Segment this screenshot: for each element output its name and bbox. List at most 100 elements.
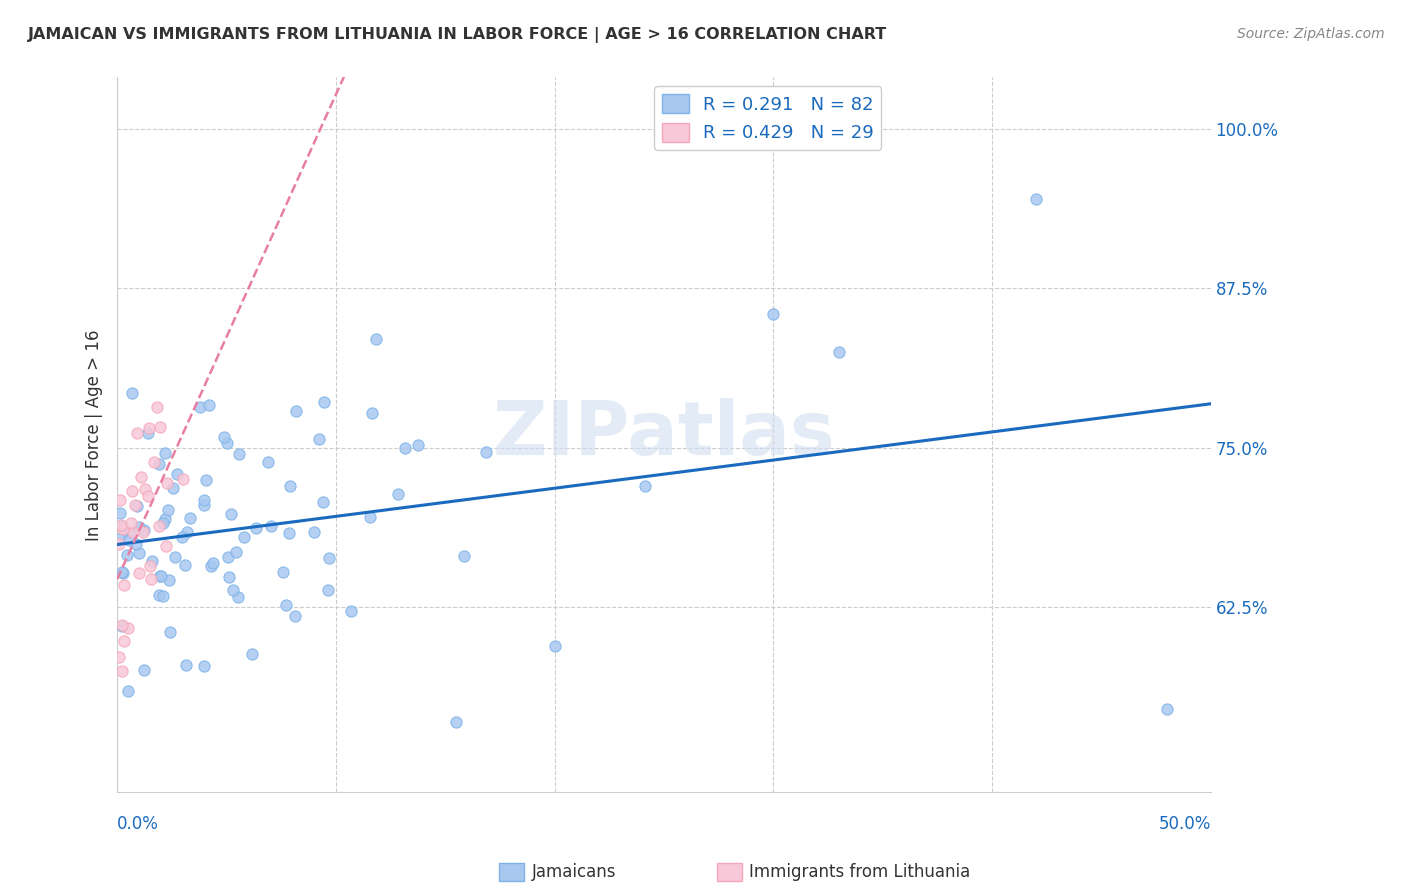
Point [228,447,250,461]
Point [406,438,429,452]
Point [475,444,498,458]
Text: Jamaicans: Jamaicans [531,863,616,881]
Point [128,566,150,580]
Point [125,426,148,441]
Point [141,554,163,568]
Point [219,507,242,521]
Point [118,533,141,548]
Point [111,565,134,579]
Point [139,558,162,573]
Point [112,578,135,592]
Point [121,484,143,499]
Point [218,570,240,584]
Point [111,619,134,633]
Point [138,420,160,434]
Point [148,588,170,602]
Point [273,565,295,579]
Point [157,502,180,516]
Point [179,511,201,525]
Point [111,566,134,580]
Point [153,446,176,460]
Point [149,420,172,434]
Point [132,524,155,538]
Point [284,608,307,623]
Point [201,556,224,570]
Point [132,524,155,539]
Point [120,516,142,530]
Point [146,401,169,415]
Point [122,525,145,540]
Point [173,558,195,573]
Point [359,509,381,524]
Point [117,525,139,540]
Point [240,647,263,661]
Point [117,684,139,698]
Point [112,522,135,536]
Point [260,519,283,533]
Point [152,516,174,530]
Point [318,551,340,566]
Point [245,521,267,535]
Text: Source: ZipAtlas.com: Source: ZipAtlas.com [1237,27,1385,41]
Point [162,481,184,495]
Point [157,574,180,588]
Point [634,479,657,493]
Point [143,455,166,469]
Point [108,532,131,546]
Point [762,307,785,321]
Point [366,332,388,346]
Point [543,639,565,653]
Point [149,568,172,582]
Point [200,558,222,573]
Point [257,455,280,469]
Point [302,525,325,540]
Point [193,493,215,508]
Point [172,473,194,487]
Point [111,618,134,632]
Text: 0.0%: 0.0% [117,815,159,833]
Point [108,649,131,664]
Point [394,441,416,455]
Point [108,537,131,551]
Point [152,589,174,603]
Point [156,476,179,491]
Text: Immigrants from Lithuania: Immigrants from Lithuania [749,863,970,881]
Point [1025,192,1047,206]
Point [132,663,155,677]
Point [828,345,851,359]
Point [166,467,188,482]
Point [115,548,138,562]
Point [387,486,409,500]
Point [214,430,236,444]
Point [278,525,301,540]
Point [165,549,187,564]
Point [226,590,249,604]
Point [124,498,146,512]
Point [136,426,159,441]
Point [124,537,146,551]
Point [159,624,181,639]
Point [232,530,254,544]
Point [193,498,215,512]
Point [125,499,148,513]
Point [134,482,156,496]
Point [444,715,467,730]
Point [222,583,245,598]
Point [194,473,217,487]
Point [108,506,131,520]
Point [340,604,363,618]
Text: ZIPatlas: ZIPatlas [492,399,835,471]
Point [108,493,131,508]
Point [150,569,173,583]
Point [121,386,143,401]
Point [314,395,336,409]
Point [217,550,239,565]
Point [117,621,139,635]
Point [316,583,339,598]
Point [148,457,170,471]
Legend: R = 0.291   N = 82, R = 0.429   N = 29: R = 0.291 N = 82, R = 0.429 N = 29 [654,87,882,150]
Point [172,529,194,543]
Point [198,398,221,412]
Point [128,546,150,560]
Text: 50.0%: 50.0% [1159,815,1211,833]
